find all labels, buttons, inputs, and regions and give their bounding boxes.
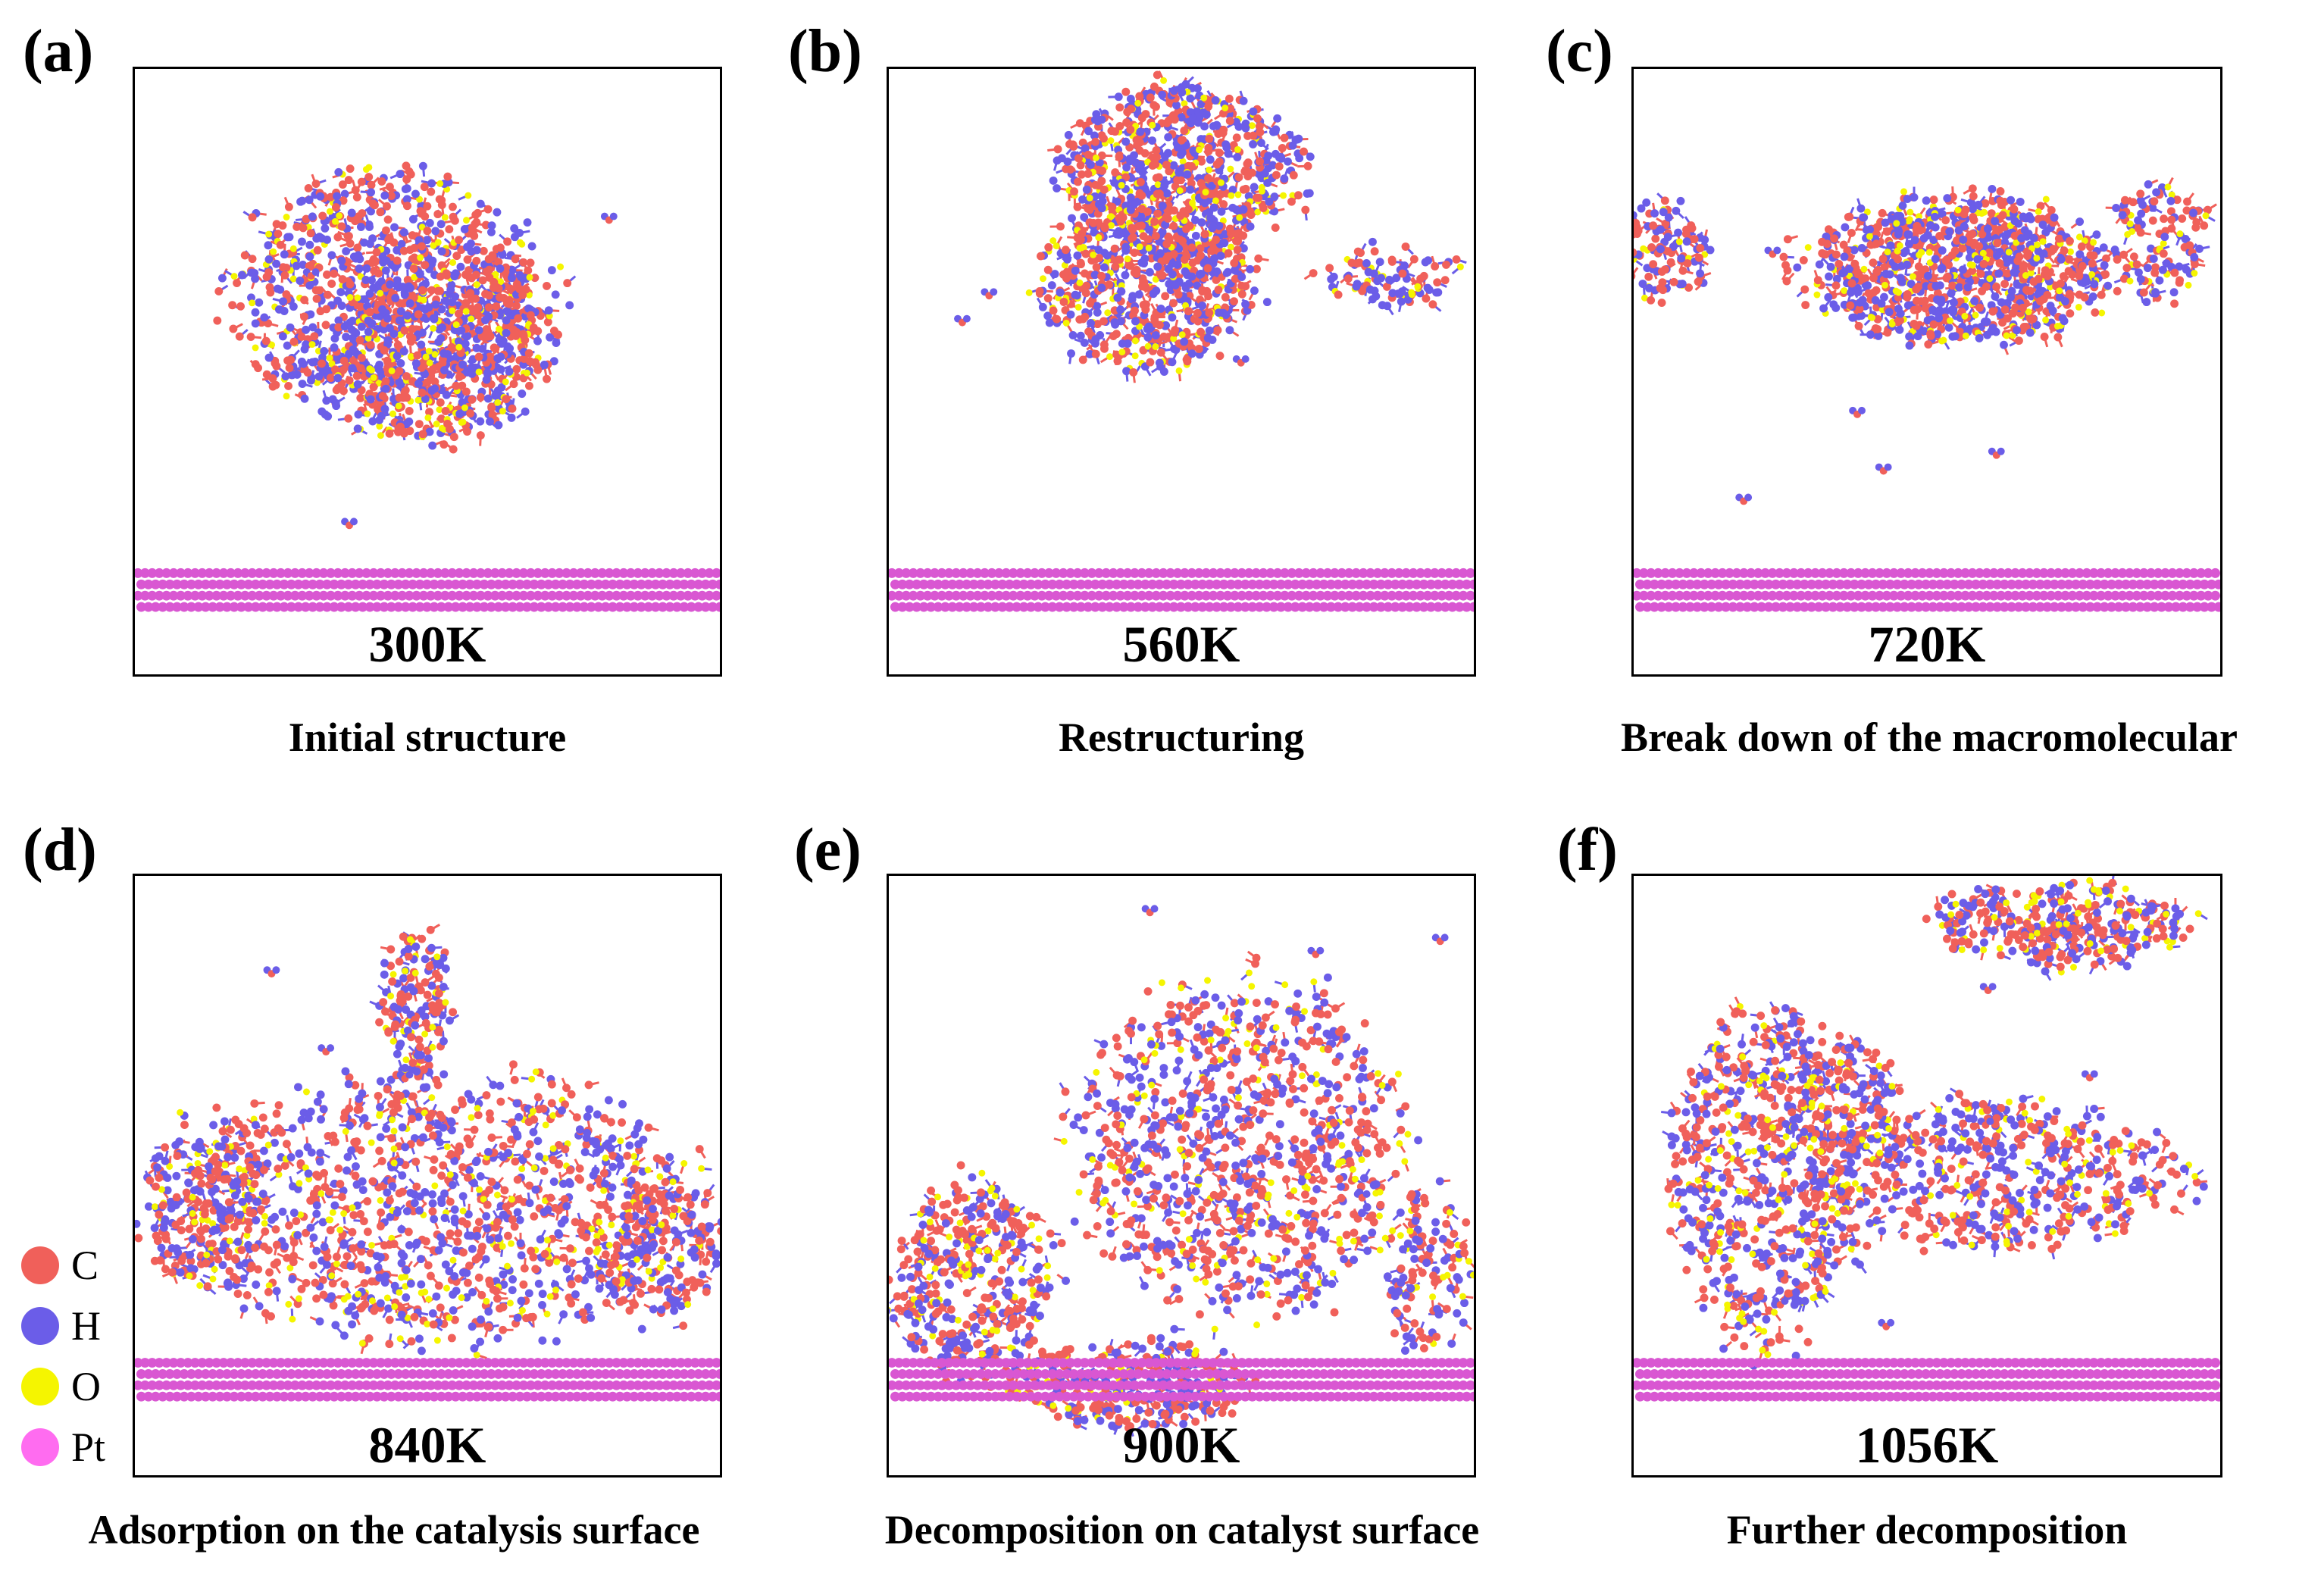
molecule-visualization: [135, 924, 720, 1402]
platinum-slab: [135, 568, 720, 612]
legend-label: O: [71, 1364, 101, 1409]
panel-b-image: 560K: [887, 67, 1476, 677]
temperature-label: 560K: [1122, 615, 1240, 673]
platinum-slab: [889, 1358, 1474, 1402]
panel-b-caption: Restructuring: [1059, 715, 1304, 760]
molecule-cluster: [213, 161, 618, 530]
molecule-visualization: [889, 70, 1474, 612]
legend-item-hydrogen: H: [21, 1296, 105, 1356]
panel-f-caption: Further decomposition: [1726, 1507, 2128, 1553]
temperature-label: 840K: [368, 1416, 486, 1474]
panel-e-image: 900K: [887, 874, 1476, 1478]
oxygen-dot-icon: [21, 1368, 59, 1406]
molecule-visualization: [889, 905, 1474, 1437]
platinum-slab: [889, 568, 1474, 612]
panel-d-image: 840K: [133, 874, 722, 1478]
panel-a-image: 300K: [133, 67, 722, 677]
temperature-label: 720K: [1868, 615, 1986, 673]
panel-b-label: (b): [788, 18, 862, 85]
panel-a-label: (a): [23, 18, 94, 85]
molecule-cluster: [954, 70, 1467, 383]
panel-f-image: 1056K: [1631, 874, 2222, 1478]
panel-f-label: (f): [1557, 817, 1618, 883]
platinum-slab: [135, 1358, 720, 1402]
hydrogen-dot-icon: [21, 1307, 59, 1345]
molecule-visualization: [135, 161, 720, 612]
molecule-cluster: [135, 924, 720, 1359]
panel-a-caption: Initial structure: [288, 715, 567, 760]
temperature-label: 300K: [368, 615, 486, 673]
molecule-visualization: [1634, 177, 2220, 612]
atom-legend: C H O Pt: [21, 1235, 105, 1478]
panel-e-label: (e): [794, 817, 862, 883]
molecule-cluster: [889, 905, 1474, 1437]
molecule-cluster: [1661, 876, 2208, 1370]
temperature-label: 1056K: [1855, 1416, 1999, 1474]
panel-d-caption: Adsorption on the catalysis surface: [88, 1507, 700, 1553]
panel-c-caption: Break down of the macromolecular: [1621, 715, 2238, 760]
legend-label: H: [71, 1303, 101, 1349]
legend-label: Pt: [71, 1424, 106, 1470]
panel-c-label: (c): [1546, 18, 1613, 85]
carbon-dot-icon: [21, 1246, 59, 1284]
platinum-dot-icon: [21, 1428, 59, 1466]
legend-item-carbon: C: [21, 1235, 105, 1296]
molecule-cluster: [1634, 177, 2217, 505]
panel-c-image: 720K: [1631, 67, 2222, 677]
panel-e-caption: Decomposition on catalyst surface: [884, 1507, 1480, 1553]
platinum-slab: [1634, 1358, 2220, 1402]
molecule-visualization: [1634, 876, 2220, 1402]
panel-d-label: (d): [23, 817, 97, 883]
legend-item-platinum: Pt: [21, 1417, 105, 1478]
legend-item-oxygen: O: [21, 1356, 105, 1417]
temperature-label: 900K: [1122, 1416, 1240, 1474]
platinum-slab: [1634, 568, 2220, 612]
legend-label: C: [71, 1243, 99, 1288]
